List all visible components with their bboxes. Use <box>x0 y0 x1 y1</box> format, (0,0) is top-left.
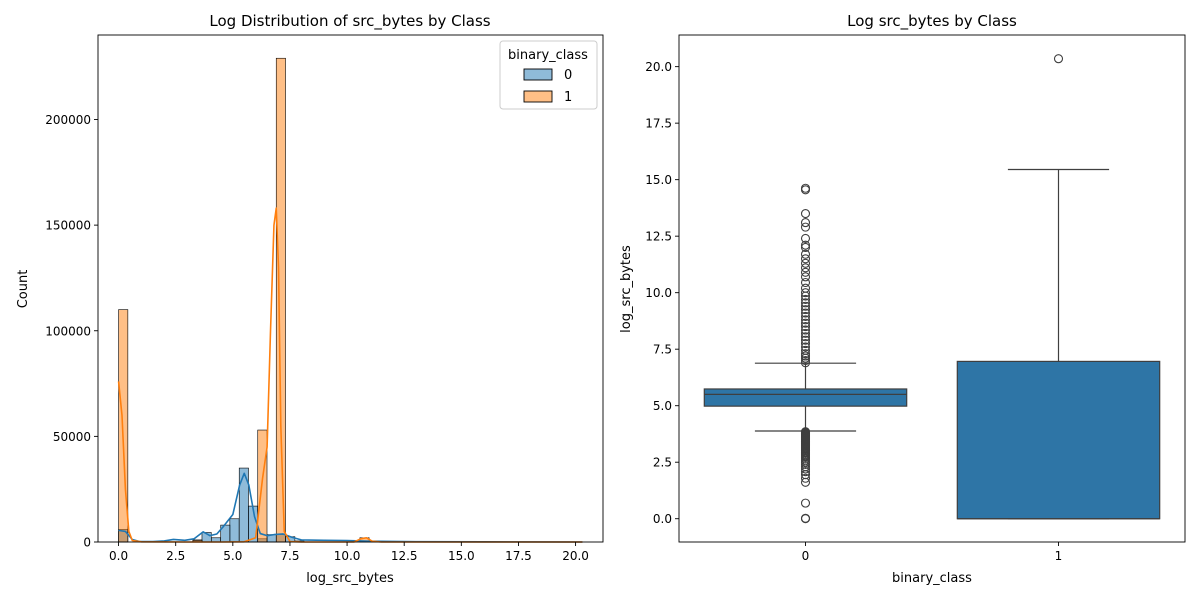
histogram-panel: Log Distribution of src_bytes by Class 0… <box>16 12 604 586</box>
outlier-point <box>800 249 811 259</box>
y-tick-label: 100000 <box>45 324 91 338</box>
outlier-point <box>800 233 811 243</box>
outlier-point <box>800 345 811 355</box>
x-tick-label: 17.5 <box>505 549 532 563</box>
outlier-point <box>800 315 811 325</box>
outlier-point <box>800 349 811 359</box>
x-tick-label: 0 <box>802 549 810 563</box>
outlier-point <box>800 355 811 366</box>
legend-title: binary_class <box>508 48 588 63</box>
x-tick-label: 20.0 <box>562 549 589 563</box>
outlier-point <box>800 498 811 508</box>
outlier-point <box>800 328 811 338</box>
outlier-point <box>800 183 811 193</box>
outlier-point <box>800 351 811 361</box>
y-tick-label: 5.0 <box>653 399 672 413</box>
outlier-point <box>800 294 811 305</box>
boxplot-x-label: binary_class <box>892 571 972 586</box>
boxes <box>703 54 1161 524</box>
box-class-0 <box>703 183 908 524</box>
boxplot-title: Log src_bytes by Class <box>847 12 1017 31</box>
histogram-y-label: Count <box>16 270 31 309</box>
outlier-point <box>800 332 811 342</box>
kde-curves <box>117 207 583 543</box>
outlier-point <box>1053 54 1064 64</box>
outlier-point <box>800 240 811 250</box>
boxplot-y-label: log_src_bytes <box>619 245 634 333</box>
outlier-point <box>800 222 811 232</box>
outlier-point <box>800 258 811 268</box>
outlier-point <box>800 209 811 219</box>
y-tick-label: 12.5 <box>645 230 672 244</box>
histogram-x-label: log_src_bytes <box>306 571 394 586</box>
outlier-point <box>800 342 811 352</box>
legend-label-0: 0 <box>564 68 572 83</box>
x-tick-label: 5.0 <box>223 549 242 563</box>
y-tick-label: 150000 <box>45 219 91 233</box>
iqr-box <box>956 360 1161 520</box>
iqr-box <box>703 388 908 407</box>
histogram-x-ticks: 0.0 2.5 5.0 7.5 10.0 12.5 15.0 17.5 20.0 <box>109 542 589 563</box>
y-tick-label: 0 <box>83 536 91 550</box>
x-tick-label: 7.5 <box>280 549 299 563</box>
boxplot-y-ticks: 0.0 2.5 5.0 7.5 10.0 12.5 15.0 17.5 20.0 <box>645 60 679 526</box>
outlier-point <box>800 305 811 315</box>
y-tick-label: 20.0 <box>645 60 672 74</box>
y-tick-label: 2.5 <box>653 456 672 470</box>
outlier-point <box>800 311 811 321</box>
outlier-point <box>800 325 811 335</box>
outlier-point <box>800 427 811 437</box>
x-tick-label: 12.5 <box>391 549 418 563</box>
outlier-point <box>800 358 811 368</box>
outlier-point <box>800 301 811 311</box>
outlier-point <box>800 335 811 345</box>
outlier-point <box>800 467 811 477</box>
x-tick-label: 2.5 <box>166 549 185 563</box>
outlier-point <box>800 272 811 282</box>
y-tick-label: 0.0 <box>653 512 672 526</box>
x-tick-label: 15.0 <box>448 549 475 563</box>
histogram-axes-frame <box>97 34 604 543</box>
x-tick-label: 10.0 <box>334 549 361 563</box>
boxplot-axes-frame <box>678 34 1186 543</box>
outlier-point <box>800 513 811 523</box>
outlier-point <box>800 263 811 273</box>
outlier-point <box>800 254 811 264</box>
histogram-y-ticks: 0 50000 100000 150000 200000 <box>45 113 98 550</box>
y-tick-label: 200000 <box>45 113 91 127</box>
outlier-point <box>800 288 811 298</box>
hist-bar-class-1-3 <box>275 57 286 543</box>
outlier-point <box>800 322 811 332</box>
y-tick-label: 7.5 <box>653 343 672 357</box>
outlier-point <box>800 338 811 349</box>
y-tick-label: 10.0 <box>645 286 672 300</box>
legend-swatch-1 <box>523 90 553 103</box>
histogram-title: Log Distribution of src_bytes by Class <box>209 12 490 31</box>
outlier-point <box>800 267 811 277</box>
outlier-point <box>800 473 811 483</box>
kde-line-class-0 <box>118 472 583 543</box>
legend-swatch-0 <box>523 68 553 81</box>
x-tick-label: 0.0 <box>109 549 128 563</box>
x-tick-label: 1 <box>1055 549 1063 563</box>
outlier-point <box>800 277 811 288</box>
outlier-point <box>800 218 811 228</box>
hist-bar-class-0-5 <box>229 518 240 543</box>
legend-label-1: 1 <box>564 90 572 105</box>
box-class-1 <box>956 54 1161 520</box>
outlier-point <box>800 318 811 328</box>
outlier-point <box>800 298 811 308</box>
outlier-point <box>800 308 811 318</box>
outlier-point <box>800 283 811 293</box>
y-tick-label: 17.5 <box>645 117 672 131</box>
y-tick-label: 50000 <box>53 430 91 444</box>
kde-line-class-1 <box>117 207 583 543</box>
outlier-point <box>800 242 811 253</box>
y-tick-label: 15.0 <box>645 173 672 187</box>
legend: binary_class 0 1 <box>499 40 598 110</box>
